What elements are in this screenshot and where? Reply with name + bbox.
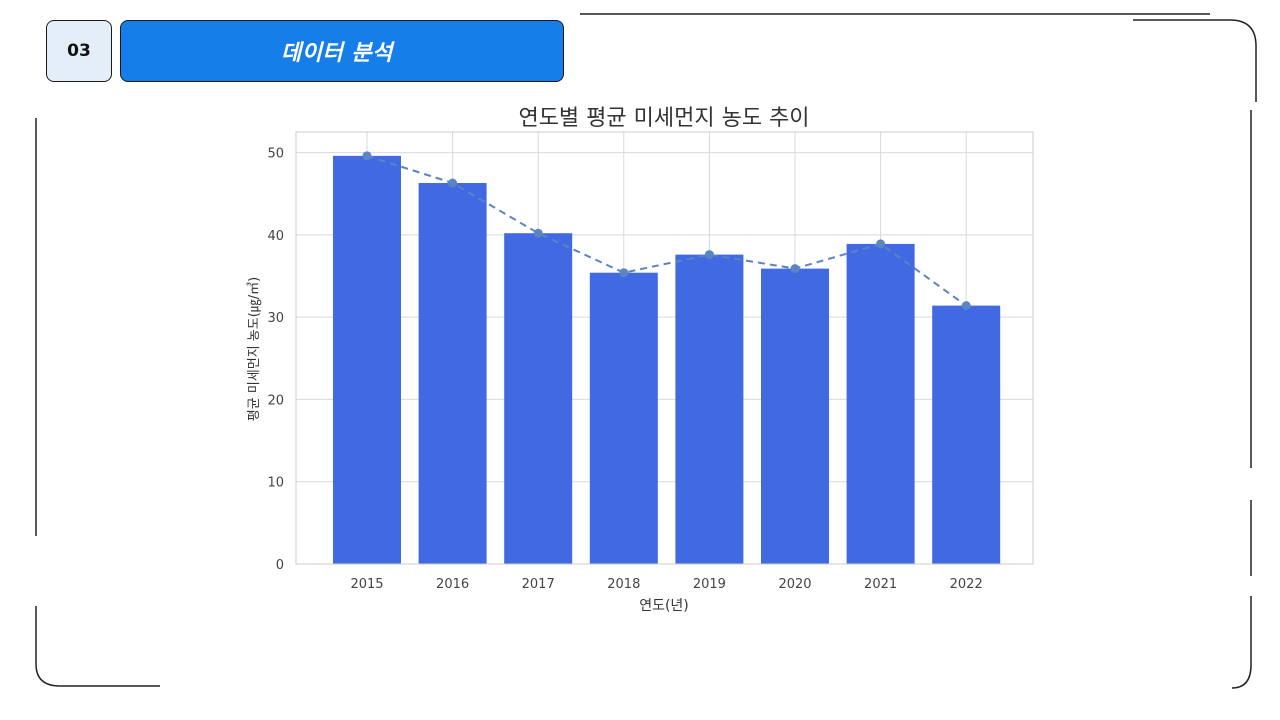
x-tick-label: 2016 [436, 577, 469, 592]
x-tick-label: 2019 [693, 577, 726, 592]
y-tick-label: 30 [267, 311, 284, 326]
trend-line [362, 151, 971, 311]
bar [589, 272, 658, 564]
tick-labels: 0 10 20 30 40 50 2015 2016 2017 2018 2019 2020 2021 2… [267, 147, 982, 592]
bar [675, 254, 744, 564]
trend-point [961, 301, 971, 311]
section-title-banner: 데이터 분석 [120, 20, 564, 82]
chart-title: 연도별 평균 미세먼지 농도 추이 [518, 106, 809, 131]
y-tick-label: 10 [267, 476, 284, 491]
bar [932, 305, 1001, 564]
bar [761, 268, 829, 564]
x-axis-label: 연도(년) [639, 598, 689, 614]
y-axis-label: 평균 미세먼지 농도(㎍/㎥) [247, 277, 262, 421]
y-tick-label: 0 [276, 558, 284, 573]
trend-point [619, 268, 629, 278]
section-number-badge: 03 [46, 20, 112, 82]
bar [418, 183, 487, 564]
y-tick-label: 50 [267, 147, 284, 162]
bar [846, 243, 915, 564]
trend-point [704, 250, 714, 260]
x-tick-label: 2017 [522, 577, 555, 592]
grid [296, 132, 1033, 565]
trend-point [876, 239, 886, 249]
plot-area-border [295, 131, 1034, 565]
x-tick-label: 2022 [950, 577, 983, 592]
x-tick-label: 2021 [864, 577, 897, 592]
section-number: 03 [67, 41, 91, 61]
trend-point [533, 228, 543, 238]
x-tick-label: 2015 [350, 577, 383, 592]
y-tick-label: 20 [267, 393, 284, 408]
trend-point [362, 151, 372, 161]
trend-point [790, 264, 800, 274]
x-tick-label: 2020 [778, 577, 811, 592]
trend-line-path [366, 154, 967, 307]
section-title: 데이터 분석 [281, 41, 393, 66]
bar [504, 233, 573, 564]
bar [333, 155, 401, 564]
bars [333, 155, 1001, 564]
y-tick-label: 40 [267, 229, 284, 244]
trend-point [448, 178, 458, 188]
x-tick-label: 2018 [607, 577, 640, 592]
